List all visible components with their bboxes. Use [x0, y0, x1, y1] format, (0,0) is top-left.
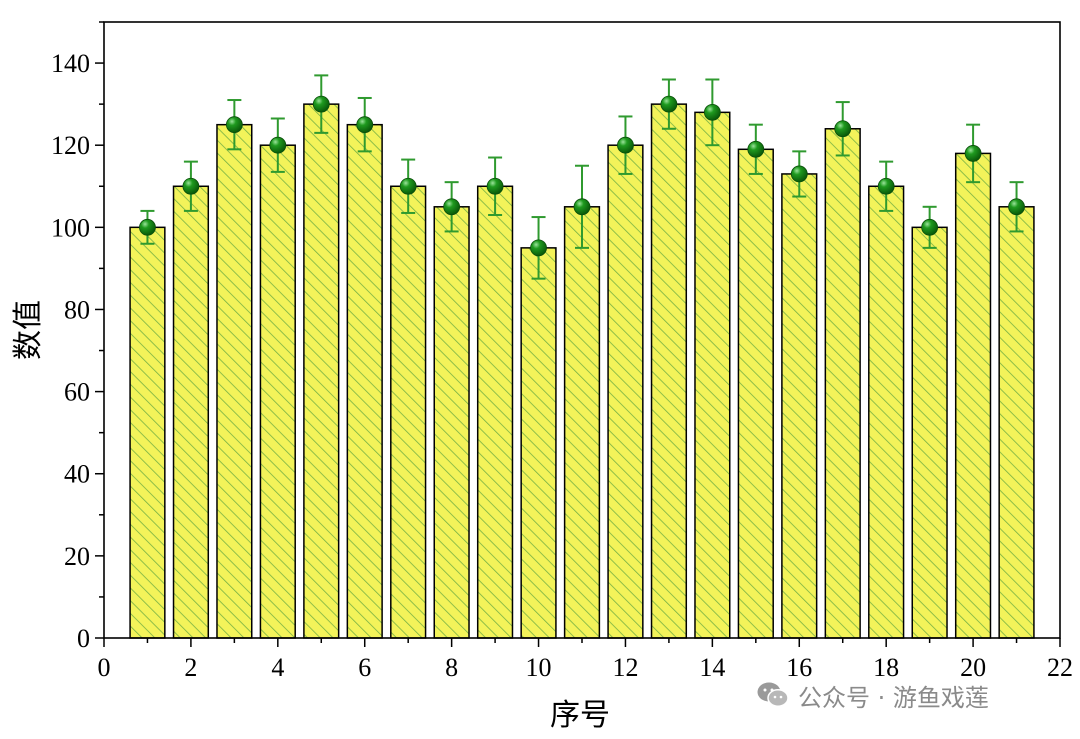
bar-13	[650, 103, 688, 639]
marker-14	[703, 103, 721, 121]
marker-9	[486, 177, 504, 195]
y-tick-label: 80	[64, 295, 90, 324]
marker-8	[443, 198, 461, 216]
axes: 0 2 4 6 8 10 12 14 16 18 20 22 0 20 40 60 80 100 120 140	[51, 21, 1073, 682]
bar-5	[303, 103, 340, 639]
y-tick-label: 120	[51, 131, 90, 160]
marker-11	[573, 198, 591, 216]
marker-19	[921, 218, 939, 236]
marker-12	[617, 136, 634, 154]
y-axis-title: 数值	[11, 300, 46, 360]
bar-11	[563, 206, 601, 639]
bar-10	[520, 247, 557, 639]
marker-2	[182, 177, 200, 195]
bar-4	[259, 144, 296, 639]
y-tick-label: 100	[51, 213, 90, 242]
marker-20	[964, 145, 982, 162]
marker-18	[877, 177, 895, 195]
markers	[139, 95, 1025, 257]
bar-15	[737, 148, 774, 639]
bar-18	[868, 185, 905, 639]
bars	[129, 103, 1035, 639]
marker-6	[356, 116, 374, 134]
watermark: 公众号 · 游鱼戏莲	[756, 678, 989, 712]
bar-8	[433, 206, 470, 639]
y-tick-label: 0	[77, 624, 90, 653]
bar-12	[607, 144, 644, 639]
x-tick-label: 0	[98, 653, 111, 682]
bar-7	[390, 185, 427, 639]
y-tick-label: 40	[64, 460, 90, 489]
marker-3	[225, 116, 243, 134]
x-tick-label: 2	[184, 653, 197, 682]
x-tick-label: 8	[445, 653, 458, 682]
marker-21	[1008, 198, 1025, 216]
y-tick-label: 20	[64, 542, 90, 571]
x-tick-label: 4	[271, 653, 284, 682]
bar-2	[172, 185, 210, 639]
x-tick-label: 6	[358, 653, 371, 682]
bar-14	[694, 111, 731, 639]
x-tick-label: 14	[699, 653, 725, 682]
wechat-icon	[757, 682, 789, 707]
x-axis-title: 序号	[550, 698, 610, 733]
marker-16	[790, 165, 808, 183]
bar-17	[824, 128, 861, 639]
bar-19	[911, 226, 948, 639]
marker-17	[834, 120, 852, 138]
x-tick-label: 22	[1047, 653, 1073, 682]
marker-1	[139, 218, 156, 236]
bar-21	[998, 206, 1035, 639]
bar-9	[476, 185, 514, 639]
marker-7	[399, 177, 417, 195]
bar-6	[346, 123, 383, 639]
watermark-text: 公众号 · 游鱼戏莲	[798, 683, 989, 712]
x-tick-label: 16	[786, 653, 812, 682]
bar-3	[216, 123, 253, 639]
marker-4	[269, 136, 287, 154]
x-tick-label: 12	[612, 653, 638, 682]
y-tick-label: 60	[64, 378, 90, 407]
marker-10	[530, 239, 547, 257]
x-tick-label: 10	[526, 653, 552, 682]
x-tick-label: 20	[960, 653, 986, 682]
x-tick-label: 18	[873, 653, 899, 682]
bar-1	[129, 226, 166, 639]
marker-15	[747, 140, 765, 158]
bar-16	[781, 173, 818, 639]
marker-13	[660, 95, 678, 113]
marker-5	[312, 95, 330, 113]
bar-20	[954, 152, 992, 639]
y-tick-label: 140	[51, 49, 90, 78]
